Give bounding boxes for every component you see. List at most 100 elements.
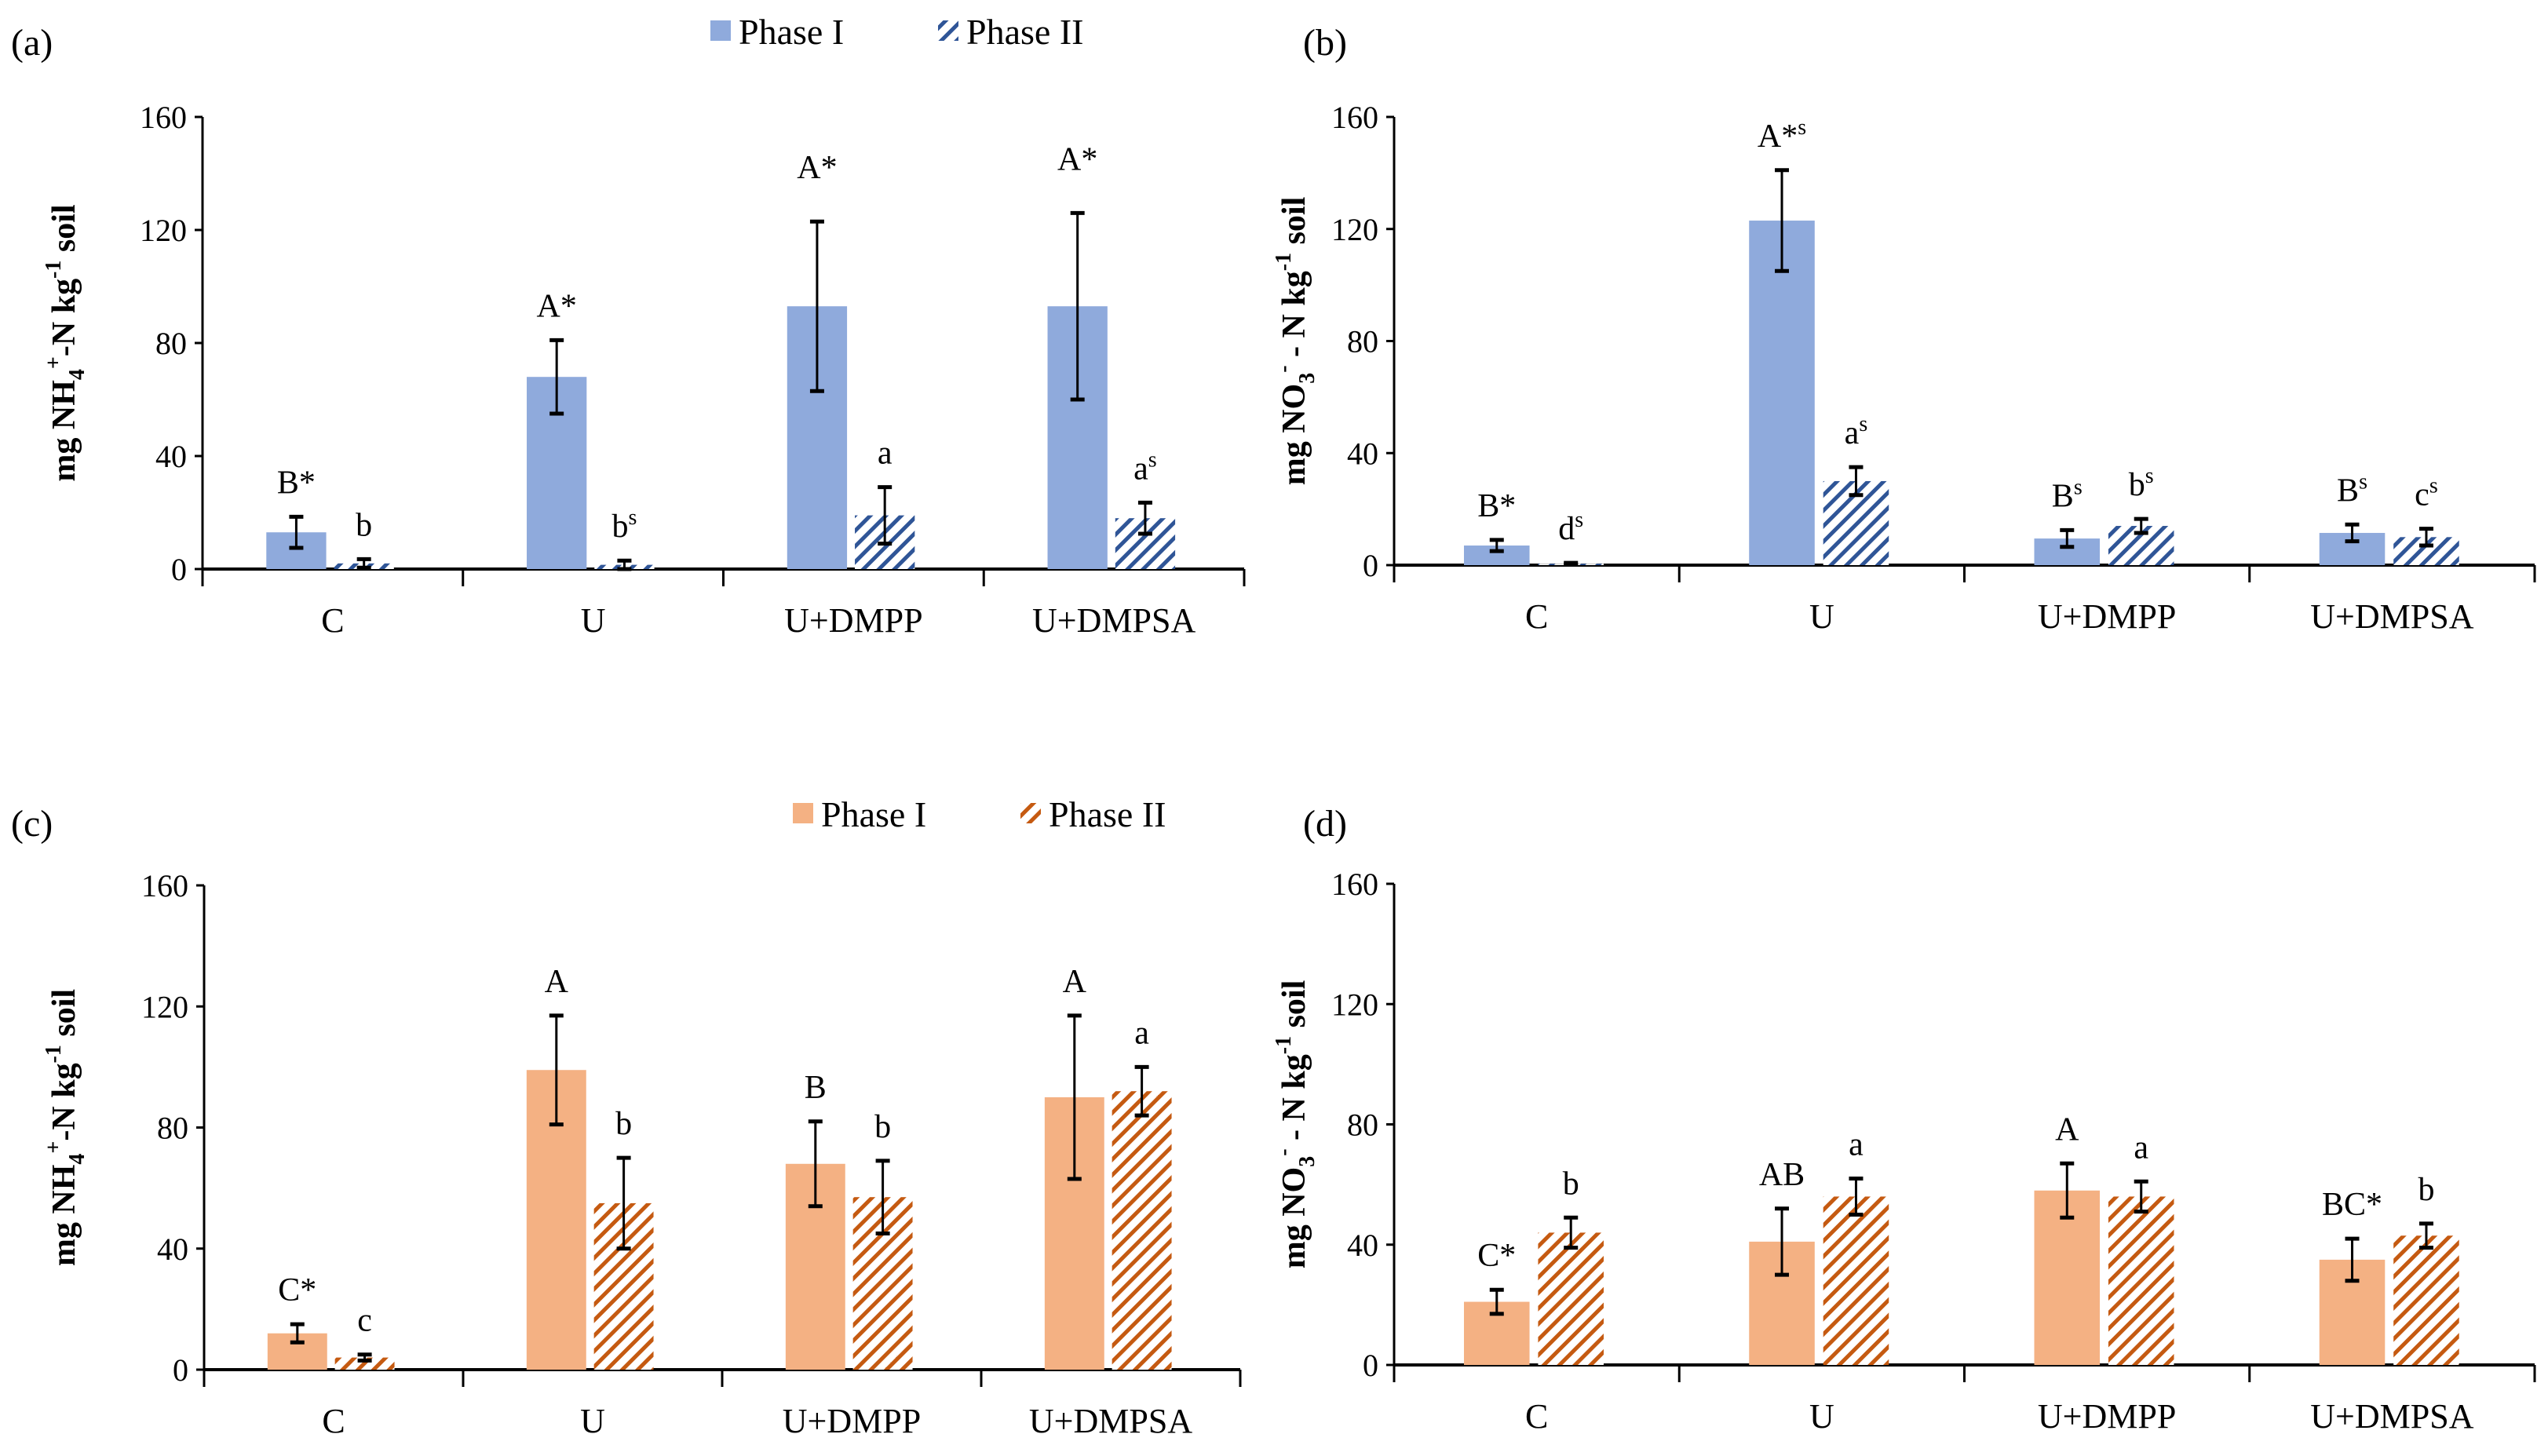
x-tick-label: C (1525, 1397, 1548, 1436)
significance-letter: a (878, 436, 893, 472)
significance-label: b (615, 1106, 632, 1142)
y-axis-label: mg NO3​-​ - N kg-1​ soil (1272, 980, 1320, 1269)
y-axis-label-part: -1 (1272, 253, 1296, 271)
x-tick-label: U+DMPSA (2310, 597, 2473, 636)
panel-label: (b) (1303, 22, 1347, 64)
y-tick-label: 120 (1331, 987, 1378, 1022)
significance-superscript: s (2074, 475, 2083, 499)
y-axis-label-part: + (42, 1141, 66, 1154)
significance-label: cs (2415, 474, 2438, 513)
significance-letter: BC* (2322, 1187, 2382, 1223)
y-tick-label: 40 (1347, 436, 1378, 471)
significance-letter: A* (1758, 119, 1798, 155)
significance-letter: A* (537, 288, 577, 324)
significance-letter: b (611, 509, 628, 545)
significance-letter: A* (1057, 141, 1097, 177)
y-tick-label: 80 (1347, 1108, 1378, 1143)
y-tick-label: 160 (140, 100, 187, 135)
significance-letter: A (2055, 1111, 2079, 1148)
legend-swatch (938, 20, 958, 41)
significance-superscript: s (628, 505, 637, 530)
y-tick-label: 160 (141, 868, 188, 903)
significance-label: A (2055, 1111, 2079, 1148)
y-axis-label-part: mg NH (46, 1165, 82, 1267)
y-tick-label: 40 (155, 439, 187, 474)
x-tick-label: U+DMPSA (1032, 601, 1196, 640)
y-axis-label-part: soil (1276, 980, 1312, 1036)
significance-letter: C* (1477, 1238, 1516, 1274)
y-axis-label-part: - N kg (1276, 1054, 1312, 1148)
y-axis-label-part: -N kg (46, 279, 82, 356)
significance-label: c (357, 1303, 372, 1339)
significance-superscript: s (2145, 464, 2154, 488)
significance-letter: AB (1759, 1157, 1805, 1193)
y-axis-label-part: -1 (42, 261, 66, 279)
y-tick-label: 0 (173, 1352, 188, 1388)
y-axis-label-part: 3 (1295, 373, 1320, 384)
y-axis-label-part: -1 (1272, 1036, 1296, 1054)
significance-letter: A (1063, 964, 1087, 1000)
significance-letter: b (1563, 1166, 1579, 1202)
significance-label: bs (611, 505, 637, 545)
bar-phase-2 (1538, 1232, 1604, 1365)
y-axis-label-part: mg NH (46, 380, 82, 482)
y-tick-label: 120 (141, 989, 188, 1024)
y-axis-label-part: - (1272, 1148, 1296, 1155)
significance-label: A* (537, 288, 577, 324)
significance-label: A* (1057, 141, 1097, 177)
significance-letter: a (1134, 1015, 1149, 1051)
y-tick-label: 0 (171, 552, 187, 587)
significance-superscript: s (1798, 115, 1806, 140)
significance-letter: d (1558, 511, 1575, 547)
significance-superscript: s (1148, 447, 1157, 472)
bar-phase-2 (1823, 1196, 1889, 1365)
y-axis-label-part: mg NO (1276, 1167, 1312, 1269)
significance-label: C* (278, 1272, 316, 1308)
significance-label: bs (2129, 464, 2154, 503)
y-axis-label-part: mg NO (1276, 384, 1312, 486)
legend-label: Phase I (739, 12, 844, 52)
significance-label: a (2134, 1129, 2148, 1166)
significance-letter: a (1845, 415, 1860, 451)
significance-label: A (1063, 964, 1087, 1000)
y-axis-label-part: 3 (1295, 1156, 1320, 1167)
y-tick-label: 40 (157, 1232, 188, 1267)
y-axis-label-part: soil (46, 989, 82, 1045)
significance-label: C* (1477, 1238, 1516, 1274)
y-tick-label: 40 (1347, 1228, 1378, 1263)
significance-letter: a (2134, 1129, 2148, 1166)
significance-label: Bs (2337, 469, 2367, 509)
bar-phase-1 (2034, 1190, 2101, 1365)
bar-phase-2 (334, 1357, 395, 1370)
x-tick-label: U+DMPP (2038, 597, 2176, 636)
panel-d: (d) 0 40 80 120 160 mg NO3​-​ - N kg-1​ soil C U… (1272, 803, 2536, 1436)
significance-label: A (545, 964, 569, 1000)
x-tick-label: U+DMPSA (2310, 1397, 2473, 1436)
significance-letter: A (545, 964, 569, 1000)
panel-label: (a) (11, 22, 53, 64)
legend-label: Phase II (966, 12, 1083, 52)
significance-label: b (1563, 1166, 1579, 1202)
x-tick-label: U (581, 601, 606, 640)
y-axis-label-part: soil (46, 204, 82, 260)
y-tick-label: 0 (1363, 1348, 1378, 1383)
y-axis-label-part: - (1272, 365, 1296, 372)
y-axis-label: mg NO3​-​ - N kg-1​ soil (1272, 197, 1320, 486)
panel-label: (c) (11, 803, 53, 845)
significance-label: BC* (2322, 1187, 2382, 1223)
y-axis-label-part: -1 (42, 1045, 66, 1063)
significance-label: AB (1759, 1157, 1805, 1193)
significance-letter: B* (277, 465, 316, 501)
significance-label: Bs (2052, 475, 2083, 514)
significance-letter: a (1849, 1126, 1864, 1162)
x-tick-label: U (1809, 1397, 1834, 1436)
significance-superscript: s (1859, 412, 1867, 436)
significance-label: b (2418, 1172, 2434, 1208)
significance-letter: b (356, 507, 372, 543)
y-tick-label: 160 (1331, 867, 1378, 902)
legend-label: Phase II (1049, 794, 1166, 834)
y-tick-label: 160 (1331, 100, 1378, 135)
significance-letter: b (615, 1106, 632, 1142)
significance-label: a (1134, 1015, 1149, 1051)
x-tick-label: U (1809, 597, 1834, 636)
